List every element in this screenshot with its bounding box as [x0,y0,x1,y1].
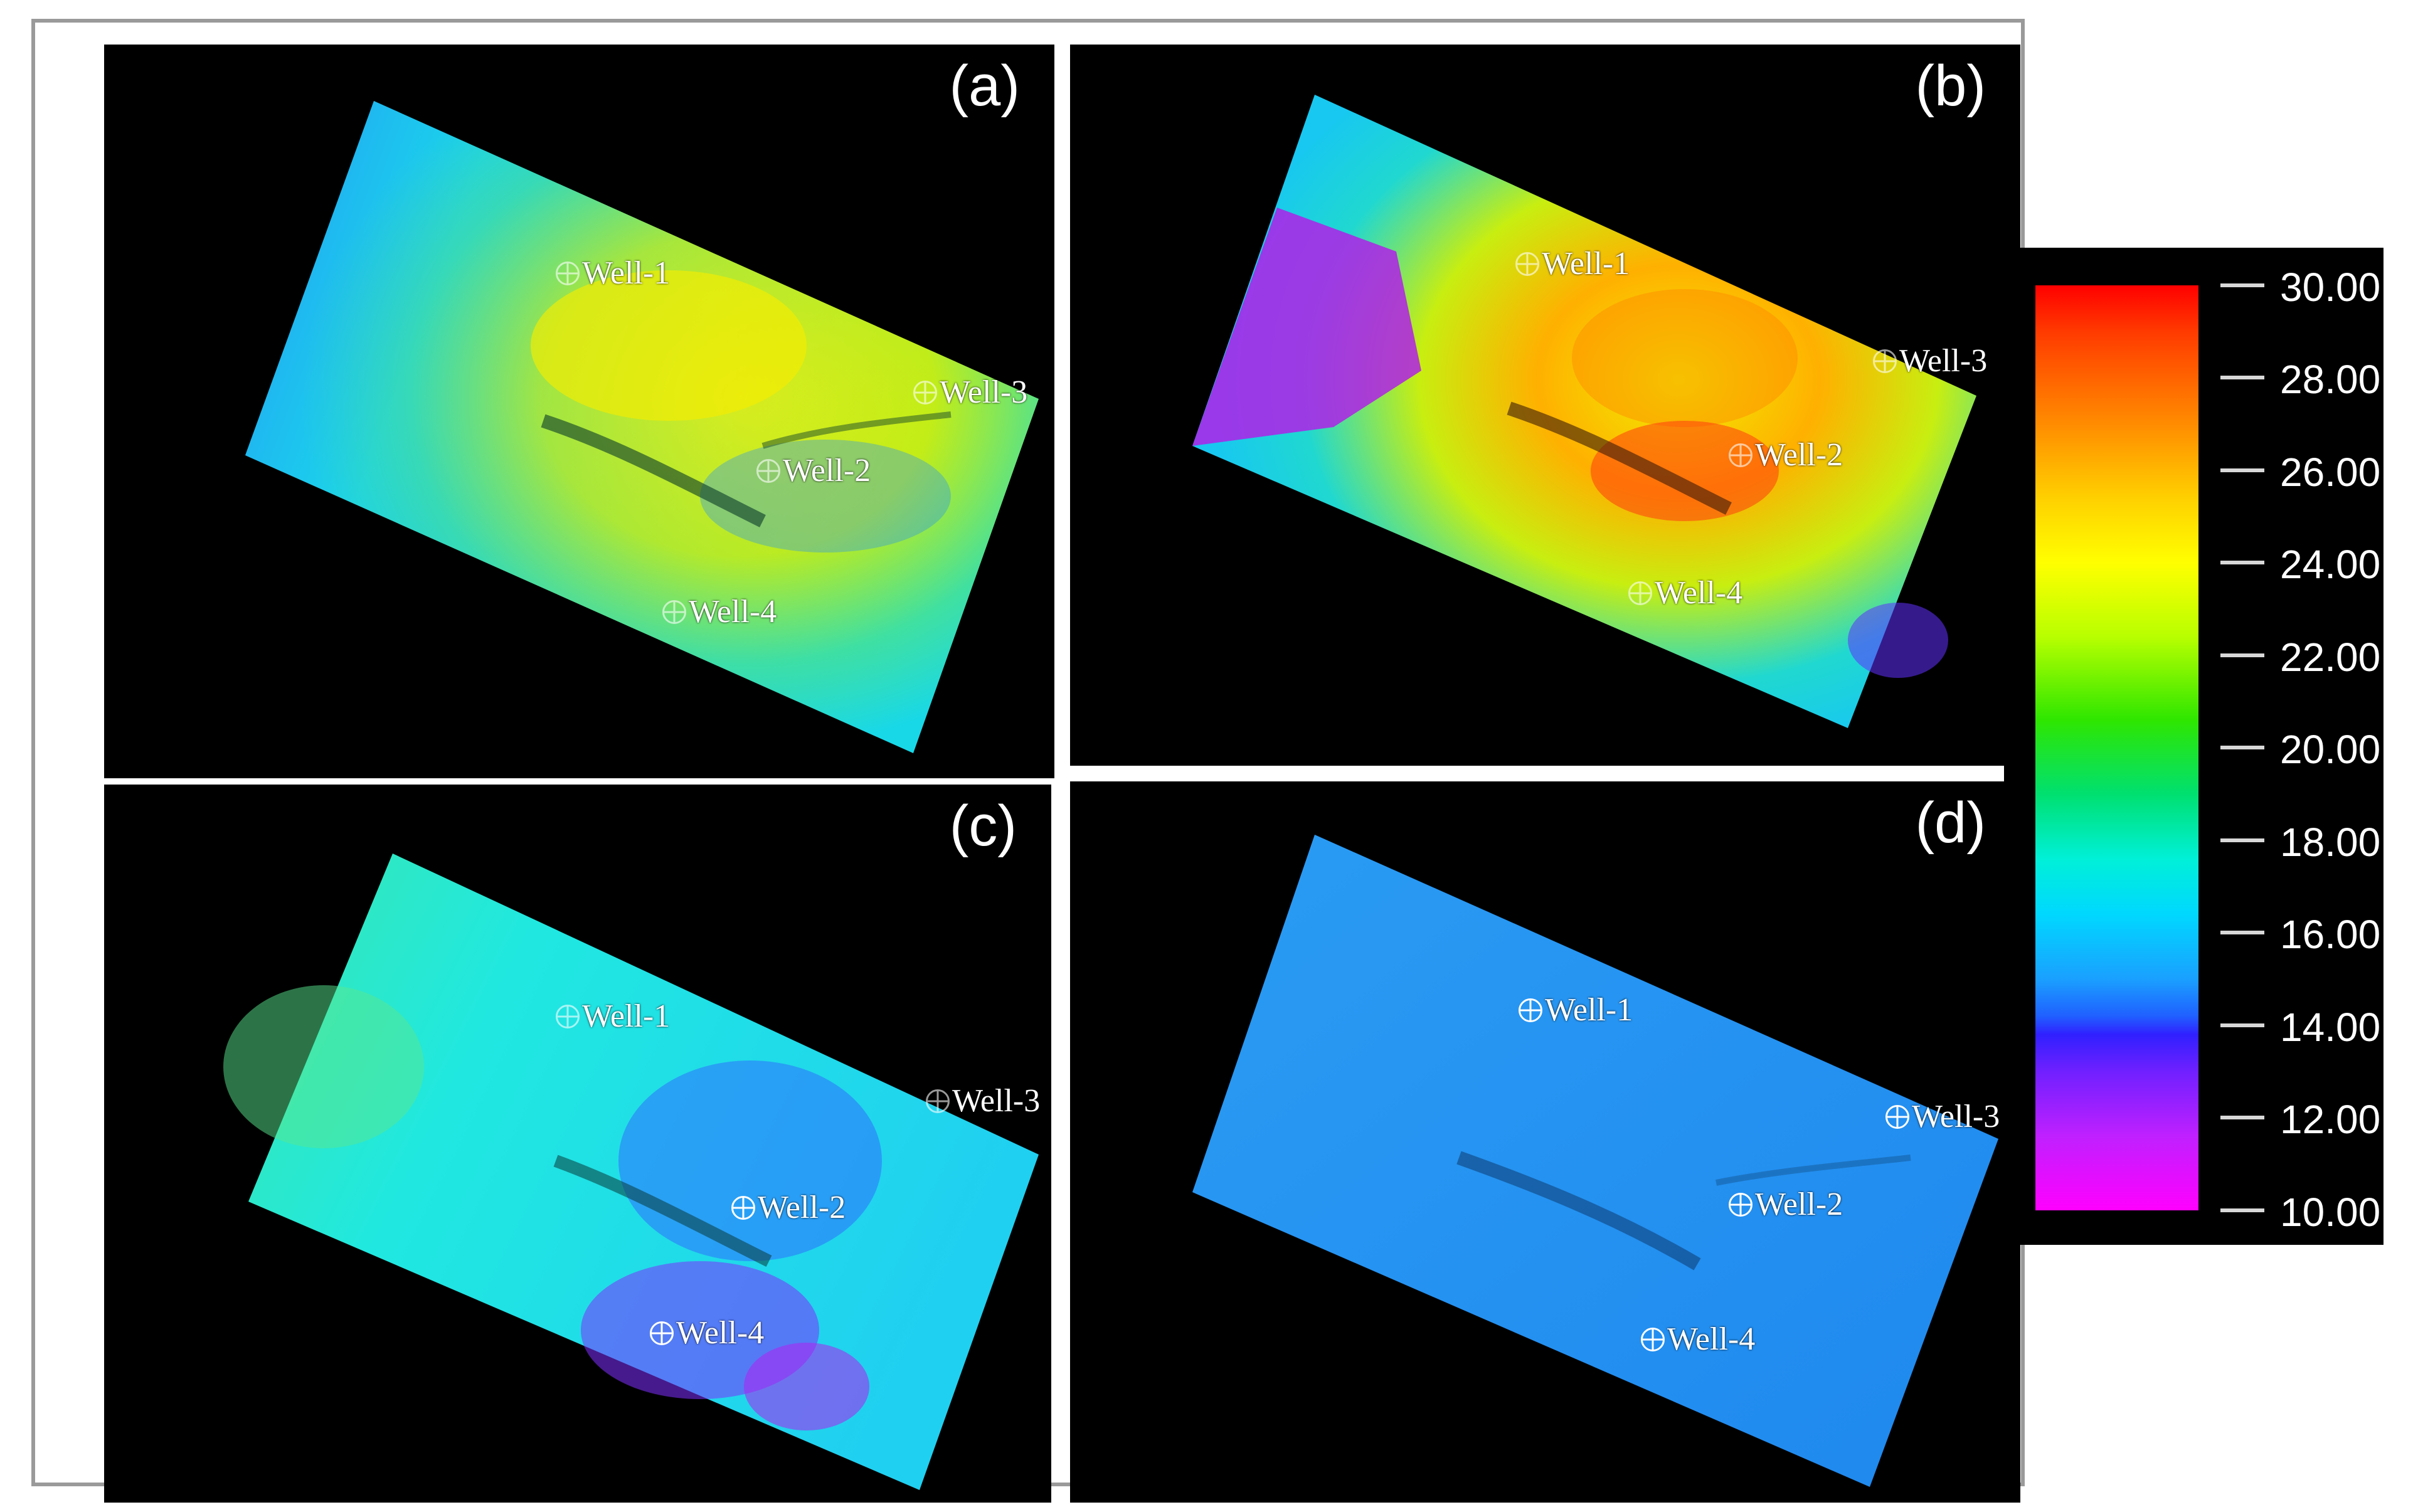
wellhead-icon [1641,1328,1665,1352]
colorbar-legend: 30.00 28.00 26.00 24.00 22.00 20.00 18.0… [2004,248,2384,1245]
attribute-map-c [223,854,1039,1490]
attribute-map-b [1192,95,1976,728]
wellhead-icon [1519,998,1542,1023]
well-marker-3: Well-3 [1885,1098,2000,1133]
well-marker-4: Well-4 [662,593,777,628]
wellhead-icon [731,1196,755,1220]
attribute-map-d [1192,835,1998,1487]
panel-label-b: (b) [1915,54,1986,118]
well-marker-4: Well-4 [650,1314,764,1350]
attribute-map-a [245,101,1039,753]
well-marker-4: Well-4 [1641,1321,1755,1356]
wellhead-icon [1628,581,1652,606]
wellhead-icon [556,1005,580,1029]
well-marker-2: Well-2 [756,452,871,487]
map-panel-b: (b) Well-1 Well-2 Well-3 Well-4 [1070,45,2020,766]
well-marker-2: Well-2 [1729,1186,1843,1221]
well-marker-3: Well-3 [913,374,1027,409]
well-marker-3: Well-3 [926,1082,1040,1118]
well-marker-2: Well-2 [731,1189,846,1224]
well-marker-1: Well-1 [1519,991,1633,1027]
wellhead-icon [662,600,686,625]
well-marker-1: Well-1 [556,255,670,290]
wellhead-icon [913,381,937,405]
well-marker-2: Well-2 [1729,436,1843,472]
map-panel-a: (a) Well-1 Well-2 Well-3 Well-4 [104,45,1054,778]
panel-label-d: (d) [1915,791,1986,855]
wellhead-icon [650,1321,674,1346]
wellhead-icon [1729,443,1753,468]
well-marker-1: Well-1 [1515,245,1630,280]
panel-label-c: (c) [949,794,1017,858]
wellhead-icon [556,262,580,286]
wellhead-icon [1873,349,1897,374]
well-marker-3: Well-3 [1873,342,1987,378]
map-panel-d: (d) Well-1 Well-2 Well-3 Well-4 [1070,781,2020,1503]
figure-frame: (a) Well-1 Well-2 Well-3 Well-4 [31,19,2025,1503]
panel-label-a: (a) [949,54,1020,118]
map-panel-c: (c) Well-1 Well-2 Well-3 Well-4 [104,785,1051,1503]
well-marker-1: Well-1 [556,998,670,1033]
wellhead-icon [1885,1105,1909,1129]
wellhead-icon [1729,1193,1753,1217]
wellhead-icon [926,1089,950,1114]
well-marker-4: Well-4 [1628,574,1742,610]
wellhead-icon [756,459,780,484]
colorbar-gradient [2035,285,2198,1210]
wellhead-icon [1515,252,1539,277]
